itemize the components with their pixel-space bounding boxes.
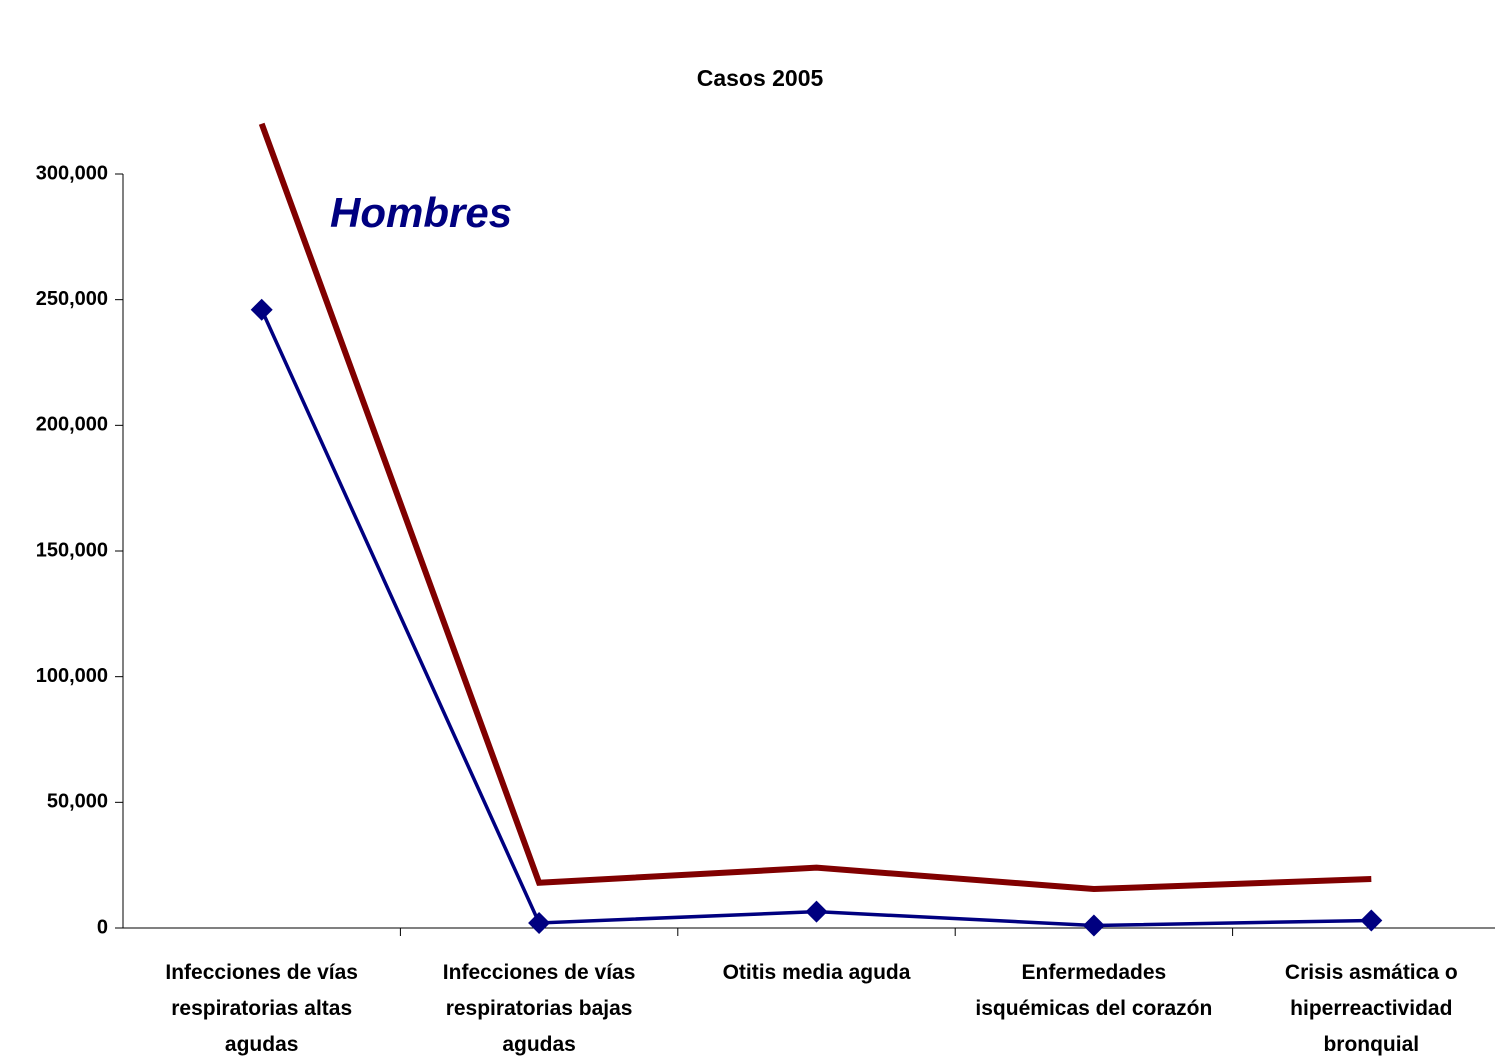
y-tick-label: 100,000	[36, 665, 108, 687]
y-tick-label: 300,000	[36, 162, 108, 184]
point	[805, 900, 828, 923]
y-tick-label: 150,000	[36, 539, 108, 561]
x-tick-label: Enfermedades isquémicas del corazón	[975, 961, 1213, 1020]
series-label: Hombres	[330, 189, 512, 236]
series-line	[260, 308, 1372, 928]
x-tick-label: Otitis media aguda	[722, 961, 911, 984]
y-tick-label: 50,000	[47, 791, 108, 813]
x-tick-label: Infecciones de vías respiratorias altas …	[165, 961, 358, 1056]
x-tick-label: Infecciones de vías respiratorias bajas …	[442, 961, 636, 1056]
point	[528, 911, 551, 934]
point	[1360, 909, 1383, 932]
y-tick-label: 0	[97, 916, 108, 938]
series-line	[258, 122, 1372, 893]
x-tick-label: Crisis asmática o hiperreactividad bronq…	[1284, 961, 1458, 1056]
chart-title: Casos 2005	[697, 65, 824, 91]
point	[1082, 914, 1105, 937]
y-tick-label: 250,000	[36, 288, 108, 310]
y-tick-label: 200,000	[36, 414, 108, 436]
point	[250, 298, 273, 321]
